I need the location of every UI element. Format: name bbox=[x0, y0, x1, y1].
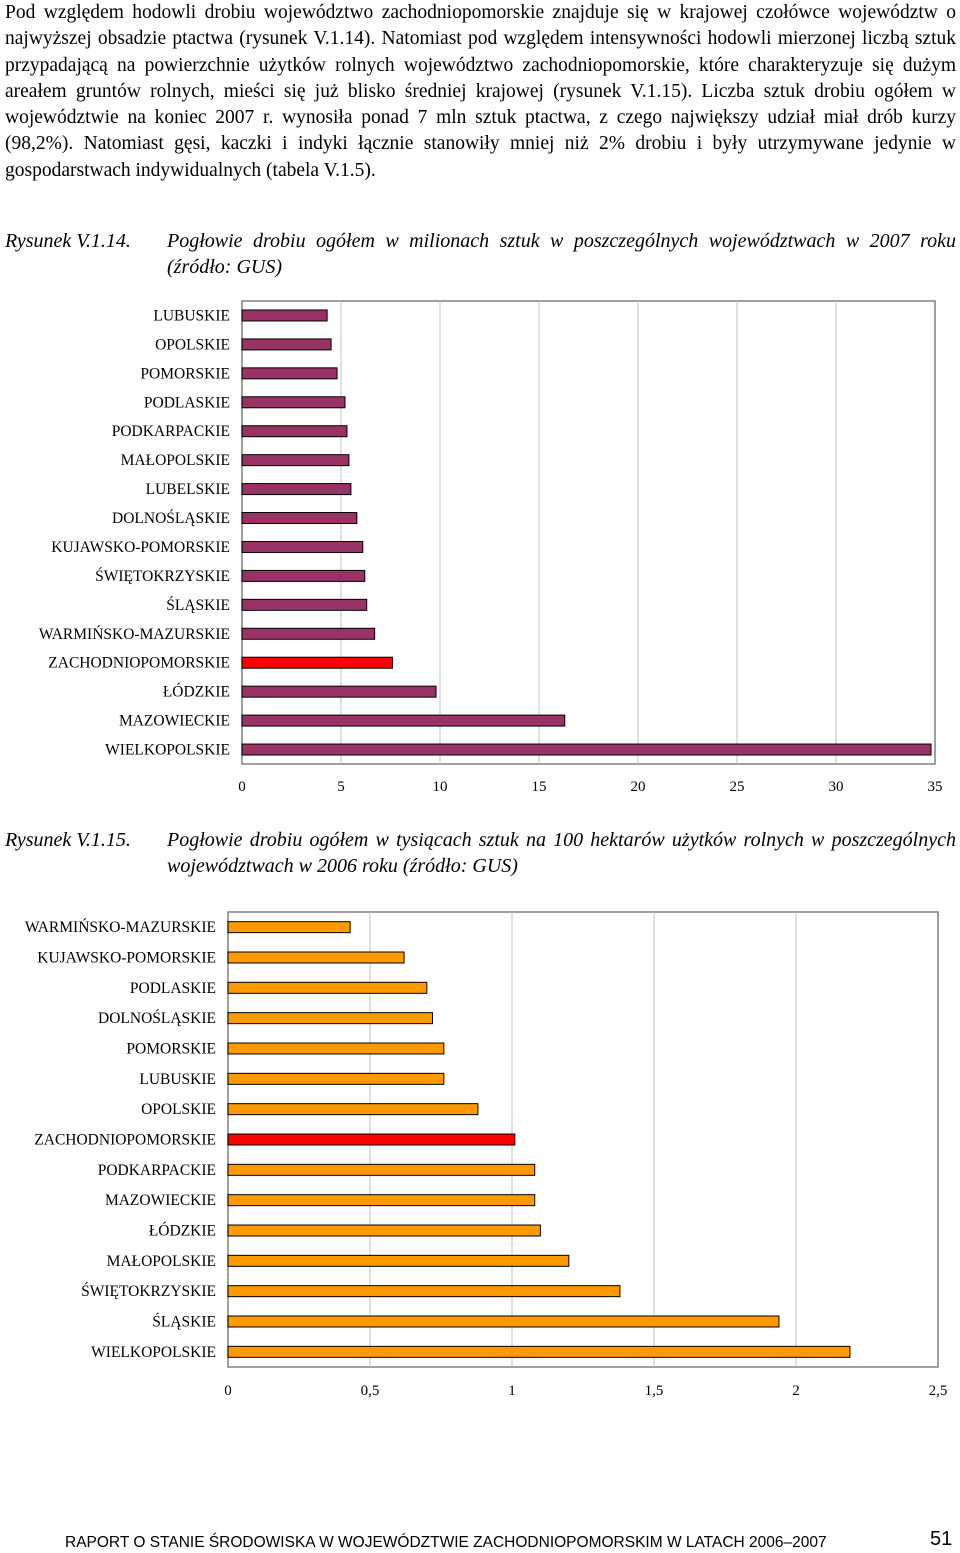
bar bbox=[241, 743, 932, 756]
bar bbox=[227, 1194, 536, 1207]
x-tick-label: 0 bbox=[224, 1383, 232, 1399]
category-label: LUBUSKIE bbox=[139, 1071, 216, 1088]
category-label: WARMIŃSKO-MAZURSKIE bbox=[39, 626, 230, 643]
bar bbox=[227, 1345, 851, 1358]
category-label: MAŁOPOLSKIE bbox=[121, 452, 230, 469]
category-label: LUBUSKIE bbox=[153, 307, 230, 324]
category-label: OPOLSKIE bbox=[141, 1101, 216, 1118]
category-label: ZACHODNIOPOMORSKIE bbox=[34, 1132, 216, 1149]
body-paragraph: Pod względem hodowli drobiu województwo … bbox=[5, 2, 956, 181]
category-label: WIELKOPOLSKIE bbox=[105, 742, 230, 759]
bar bbox=[227, 1012, 433, 1025]
category-label: ŚLĄSKIE bbox=[166, 597, 230, 614]
chart-poultry-per-100ha: 0 0,5 1 1,5 2 2,5 WARMIŃSKO-MAZURSKIE KUJAWSKO-… bbox=[25, 911, 948, 1399]
category-label: MAZOWIECKIE bbox=[105, 1192, 216, 1209]
x-tick-label: 2,5 bbox=[929, 1383, 948, 1399]
chart-poultry-millions: 0 5 10 15 20 25 30 35 LUBUSKIE OPOLSKIE POMORSKIE P… bbox=[39, 300, 943, 795]
category-label: ŁÓDZKIE bbox=[149, 1223, 216, 1240]
figure-1-caption-text: Pogłowie drobiu ogółem w milionach sztuk… bbox=[167, 230, 956, 278]
category-label: DOLNOŚLĄSKIE bbox=[112, 510, 230, 527]
category-label: LUBELSKIE bbox=[146, 481, 230, 498]
category-label: WARMIŃSKO-MAZURSKIE bbox=[25, 919, 216, 936]
bar bbox=[241, 598, 368, 611]
figure-2-number: Rysunek V.1.15. bbox=[5, 829, 131, 851]
category-label: MAŁOPOLSKIE bbox=[107, 1253, 216, 1270]
bar bbox=[227, 1042, 445, 1055]
bar bbox=[241, 309, 328, 322]
bar bbox=[241, 338, 332, 351]
bar bbox=[241, 627, 376, 640]
bar bbox=[241, 714, 566, 727]
bar bbox=[227, 1254, 570, 1267]
bar bbox=[227, 1285, 621, 1298]
category-label: ŚLĄSKIE bbox=[152, 1314, 216, 1331]
figure-2-caption-text: Pogłowie drobiu ogółem w tysiącach sztuk… bbox=[167, 829, 956, 877]
bar bbox=[227, 951, 405, 964]
category-label: ŚWIĘTOKRZYSKIE bbox=[95, 568, 230, 585]
category-label: PODKARPACKIE bbox=[98, 1162, 216, 1179]
figure-1-number: Rysunek V.1.14. bbox=[5, 230, 131, 252]
category-label: POMORSKIE bbox=[126, 1041, 216, 1058]
category-label: PODKARPACKIE bbox=[112, 423, 230, 440]
x-tick-label: 1,5 bbox=[645, 1383, 664, 1399]
x-tick-label: 20 bbox=[631, 779, 646, 795]
bar bbox=[227, 921, 351, 934]
bar bbox=[227, 1103, 479, 1116]
figure-2-caption: Rysunek V.1.15. Pogłowie drobiu ogółem w… bbox=[5, 827, 956, 879]
bar bbox=[227, 1224, 541, 1237]
category-label: MAZOWIECKIE bbox=[119, 713, 230, 730]
category-label: ŁÓDZKIE bbox=[163, 684, 230, 701]
x-tick-label: 2 bbox=[792, 1383, 800, 1399]
category-label: PODLASKIE bbox=[144, 394, 230, 411]
category-label: POMORSKIE bbox=[140, 365, 230, 382]
bar bbox=[241, 569, 366, 582]
x-tick-label: 0,5 bbox=[361, 1383, 380, 1399]
x-tick-label: 15 bbox=[532, 779, 547, 795]
x-tick-label: 1 bbox=[508, 1383, 516, 1399]
bar bbox=[227, 1315, 780, 1328]
bar bbox=[241, 685, 437, 698]
bar bbox=[241, 656, 393, 669]
category-label: OPOLSKIE bbox=[155, 336, 230, 353]
bar bbox=[227, 1072, 445, 1085]
x-tick-label: 5 bbox=[337, 779, 345, 795]
figure-1-caption: Rysunek V.1.14. Pogłowie drobiu ogółem w… bbox=[5, 228, 956, 280]
category-label: KUJAWSKO-POMORSKIE bbox=[37, 950, 216, 967]
bar bbox=[241, 367, 338, 380]
bar bbox=[241, 396, 346, 409]
category-label: ŚWIĘTOKRZYSKIE bbox=[81, 1283, 216, 1300]
bar bbox=[241, 540, 364, 553]
category-label: KUJAWSKO-POMORSKIE bbox=[51, 539, 230, 556]
bar bbox=[227, 1133, 516, 1146]
bar bbox=[227, 981, 428, 994]
x-tick-label: 35 bbox=[928, 779, 943, 795]
x-tick-label: 30 bbox=[829, 779, 844, 795]
x-tick-label: 25 bbox=[730, 779, 745, 795]
category-label: ZACHODNIOPOMORSKIE bbox=[48, 655, 230, 672]
category-label: PODLASKIE bbox=[130, 980, 216, 997]
category-label: WIELKOPOLSKIE bbox=[91, 1344, 216, 1361]
category-label: DOLNOŚLĄSKIE bbox=[98, 1010, 216, 1027]
page-number: 51 bbox=[930, 1528, 953, 1550]
bar bbox=[227, 1163, 536, 1176]
bar bbox=[241, 483, 352, 496]
x-tick-label: 0 bbox=[238, 779, 246, 795]
footer-report-title: RAPORT O STANIE ŚRODOWISKA W WOJEWÓDZTWI… bbox=[65, 1534, 827, 1551]
bar bbox=[241, 512, 358, 525]
bar bbox=[241, 425, 348, 438]
bar bbox=[241, 454, 350, 467]
x-tick-label: 10 bbox=[433, 779, 448, 795]
